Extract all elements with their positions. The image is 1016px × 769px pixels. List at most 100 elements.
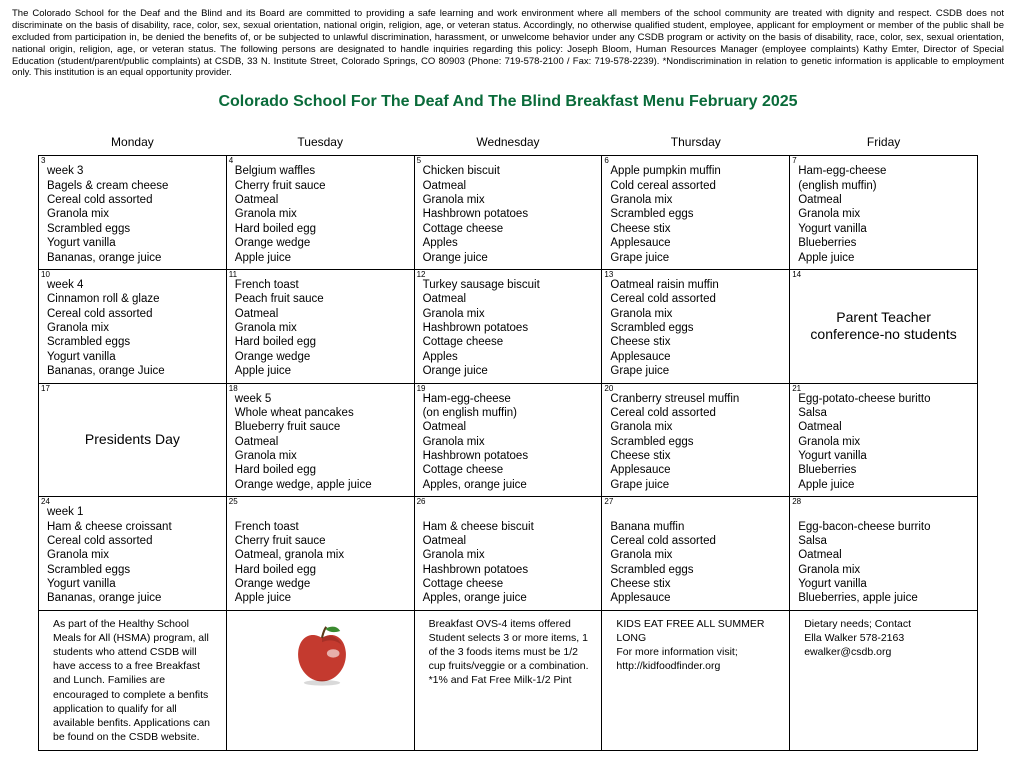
day-number: 21 bbox=[792, 385, 801, 393]
menu-item: Yogurt vanilla bbox=[798, 222, 971, 236]
cell-content: Ham-egg-cheese(on english muffin)Oatmeal… bbox=[415, 384, 602, 497]
menu-item: Cereal cold assorted bbox=[47, 307, 220, 321]
menu-item: Cinnamon roll & glaze bbox=[47, 292, 220, 306]
calendar-cell: 5Chicken biscuitOatmealGranola mixHashbr… bbox=[414, 156, 602, 270]
menu-item bbox=[423, 505, 596, 519]
menu-item: Orange wedge bbox=[235, 236, 408, 250]
calendar-row: 3week 3Bagels & cream cheeseCereal cold … bbox=[39, 156, 978, 270]
menu-item: Oatmeal, granola mix bbox=[235, 548, 408, 562]
day-number: 25 bbox=[229, 498, 238, 506]
cell-content: Presidents Day bbox=[39, 384, 226, 497]
menu-item: Granola mix bbox=[423, 307, 596, 321]
calendar-cell: 21Egg-potato-cheese burittoSalsaOatmealG… bbox=[790, 383, 978, 497]
menu-item: Applesauce bbox=[610, 463, 783, 477]
calendar-cell: 27 Banana muffinCereal cold assortedGran… bbox=[602, 497, 790, 611]
cell-content: week 3Bagels & cream cheeseCereal cold a… bbox=[39, 156, 226, 269]
cell-content: week 4Cinnamon roll & glazeCereal cold a… bbox=[39, 270, 226, 383]
menu-item: Cottage cheese bbox=[423, 577, 596, 591]
menu-item: Hashbrown potatoes bbox=[423, 449, 596, 463]
menu-item: (on english muffin) bbox=[423, 406, 596, 420]
menu-item: Apple juice bbox=[798, 251, 971, 265]
col-monday: Monday bbox=[39, 131, 227, 156]
menu-item: Scrambled eggs bbox=[47, 222, 220, 236]
calendar-cell: 4Belgium wafflesCherry fruit sauceOatmea… bbox=[226, 156, 414, 270]
cell-content: Cranberry streusel muffinCereal cold ass… bbox=[602, 384, 789, 497]
menu-item: Hashbrown potatoes bbox=[423, 321, 596, 335]
calendar-cell: 28 Egg-bacon-cheese burritoSalsaOatmealG… bbox=[790, 497, 978, 611]
menu-item: Apple juice bbox=[798, 478, 971, 492]
menu-item: Hard boiled egg bbox=[235, 563, 408, 577]
menu-item: French toast bbox=[235, 278, 408, 292]
day-number: 19 bbox=[417, 385, 426, 393]
menu-item: Granola mix bbox=[610, 307, 783, 321]
menu-item: Salsa bbox=[798, 406, 971, 420]
menu-item: Cheese stix bbox=[610, 577, 783, 591]
footer-contact: Dietary needs; Contact Ella Walker 578-2… bbox=[790, 610, 978, 751]
menu-item: Cranberry streusel muffin bbox=[610, 392, 783, 406]
calendar-row: 17Presidents Day18week 5Whole wheat panc… bbox=[39, 383, 978, 497]
menu-item: Oatmeal bbox=[423, 534, 596, 548]
calendar-cell: 14Parent Teacher conference-no students bbox=[790, 269, 978, 383]
menu-item: Granola mix bbox=[47, 207, 220, 221]
menu-item: Scrambled eggs bbox=[47, 335, 220, 349]
menu-item: Granola mix bbox=[423, 193, 596, 207]
menu-item: Cherry fruit sauce bbox=[235, 179, 408, 193]
menu-item: Oatmeal bbox=[235, 193, 408, 207]
menu-item: Yogurt vanilla bbox=[798, 449, 971, 463]
menu-item: Peach fruit sauce bbox=[235, 292, 408, 306]
footer-contact-text: Dietary needs; Contact Ella Walker 578-2… bbox=[790, 611, 977, 666]
menu-item bbox=[798, 505, 971, 519]
cell-content: Egg-bacon-cheese burritoSalsaOatmealGran… bbox=[790, 497, 977, 610]
day-number: 14 bbox=[792, 271, 801, 279]
footer-summer: KIDS EAT FREE ALL SUMMER LONG For more i… bbox=[602, 610, 790, 751]
menu-item: Grape juice bbox=[610, 478, 783, 492]
day-number: 11 bbox=[229, 271, 237, 279]
menu-item: Salsa bbox=[798, 534, 971, 548]
cell-content: week 1Ham & cheese croissantCereal cold … bbox=[39, 497, 226, 610]
menu-item: Bananas, orange juice bbox=[47, 251, 220, 265]
day-number: 12 bbox=[417, 271, 426, 279]
day-number: 4 bbox=[229, 157, 233, 165]
footer-summer-text: KIDS EAT FREE ALL SUMMER LONG For more i… bbox=[602, 611, 789, 680]
footer-row: As part of the Healthy School Meals for … bbox=[39, 610, 978, 751]
footer-ovs-text: Breakfast OVS-4 items offered Student se… bbox=[415, 611, 602, 694]
menu-item: Granola mix bbox=[798, 207, 971, 221]
day-number: 28 bbox=[792, 498, 801, 506]
menu-item: Apple juice bbox=[235, 251, 408, 265]
menu-item: Bagels & cream cheese bbox=[47, 179, 220, 193]
menu-item: Cereal cold assorted bbox=[47, 534, 220, 548]
menu-item: Yogurt vanilla bbox=[47, 577, 220, 591]
menu-item: Apples bbox=[423, 350, 596, 364]
menu-item: Oatmeal bbox=[423, 420, 596, 434]
menu-item: Hashbrown potatoes bbox=[423, 563, 596, 577]
menu-item: Cheese stix bbox=[610, 335, 783, 349]
menu-item: week 5 bbox=[235, 392, 408, 406]
menu-item: French toast bbox=[235, 520, 408, 534]
day-number: 17 bbox=[41, 385, 50, 393]
footer-ovs: Breakfast OVS-4 items offered Student se… bbox=[414, 610, 602, 751]
page-title: Colorado School For The Deaf And The Bli… bbox=[12, 93, 1004, 111]
menu-item: Orange juice bbox=[423, 251, 596, 265]
menu-item: Oatmeal bbox=[423, 292, 596, 306]
menu-item: Granola mix bbox=[423, 548, 596, 562]
menu-item: Oatmeal bbox=[798, 420, 971, 434]
calendar-cell: 7Ham-egg-cheese(english muffin)OatmealGr… bbox=[790, 156, 978, 270]
menu-item: week 3 bbox=[47, 164, 220, 178]
menu-item: Cereal cold assorted bbox=[610, 406, 783, 420]
menu-item: week 1 bbox=[47, 505, 220, 519]
menu-item: Yogurt vanilla bbox=[47, 350, 220, 364]
menu-item: Granola mix bbox=[47, 548, 220, 562]
calendar-cell: 17Presidents Day bbox=[39, 383, 227, 497]
menu-item: Applesauce bbox=[610, 350, 783, 364]
menu-item: Ham-egg-cheese bbox=[423, 392, 596, 406]
cell-content: Chicken biscuitOatmealGranola mixHashbro… bbox=[415, 156, 602, 269]
calendar-cell: 18week 5Whole wheat pancakesBlueberry fr… bbox=[226, 383, 414, 497]
calendar-cell: 24week 1Ham & cheese croissantCereal col… bbox=[39, 497, 227, 611]
day-number: 20 bbox=[604, 385, 613, 393]
menu-item: Orange wedge bbox=[235, 577, 408, 591]
col-tuesday: Tuesday bbox=[226, 131, 414, 156]
menu-item: Egg-bacon-cheese burrito bbox=[798, 520, 971, 534]
menu-item bbox=[235, 505, 408, 519]
day-number: 27 bbox=[604, 498, 613, 506]
menu-item: Cereal cold assorted bbox=[610, 534, 783, 548]
